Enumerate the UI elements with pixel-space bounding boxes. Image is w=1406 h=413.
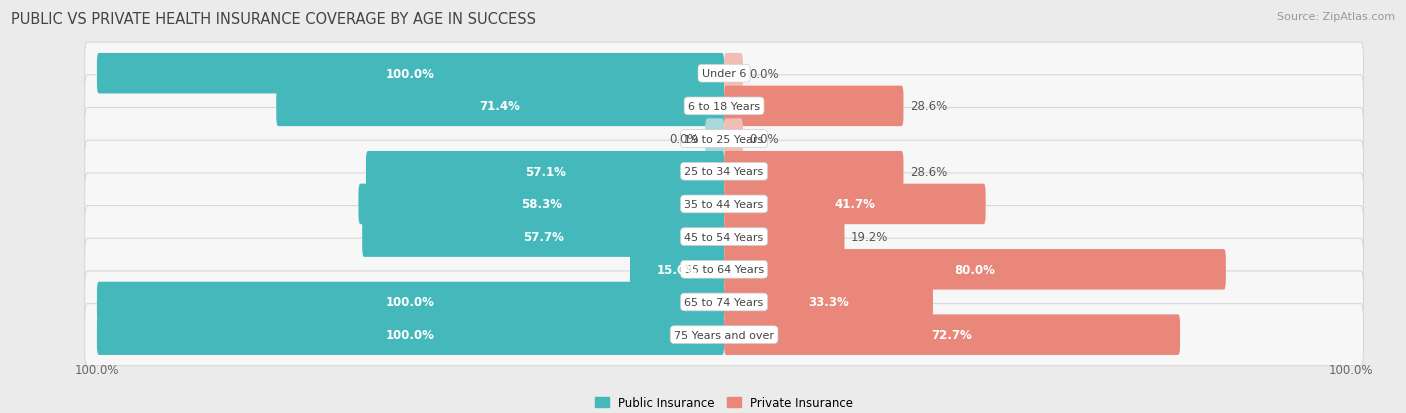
Text: 15.0%: 15.0% — [657, 263, 697, 276]
FancyBboxPatch shape — [366, 152, 724, 192]
Text: Under 6: Under 6 — [702, 69, 747, 79]
Text: 41.7%: 41.7% — [834, 198, 876, 211]
FancyBboxPatch shape — [724, 54, 742, 94]
Text: 19 to 25 Years: 19 to 25 Years — [685, 134, 763, 144]
FancyBboxPatch shape — [724, 152, 904, 192]
FancyBboxPatch shape — [724, 315, 1180, 355]
FancyBboxPatch shape — [84, 108, 1364, 170]
Text: 71.4%: 71.4% — [479, 100, 520, 113]
Text: 6 to 18 Years: 6 to 18 Years — [688, 102, 761, 112]
Text: 33.3%: 33.3% — [808, 296, 849, 309]
FancyBboxPatch shape — [630, 249, 724, 290]
Text: 0.0%: 0.0% — [749, 133, 779, 146]
Text: 25 to 34 Years: 25 to 34 Years — [685, 167, 763, 177]
Text: 0.0%: 0.0% — [749, 68, 779, 81]
Text: 19.2%: 19.2% — [851, 230, 889, 244]
FancyBboxPatch shape — [724, 217, 845, 257]
FancyBboxPatch shape — [84, 141, 1364, 203]
FancyBboxPatch shape — [84, 239, 1364, 301]
Text: PUBLIC VS PRIVATE HEALTH INSURANCE COVERAGE BY AGE IN SUCCESS: PUBLIC VS PRIVATE HEALTH INSURANCE COVER… — [11, 12, 536, 27]
Text: 28.6%: 28.6% — [910, 165, 948, 178]
Text: 100.0%: 100.0% — [387, 68, 434, 81]
Text: 75 Years and over: 75 Years and over — [673, 330, 775, 340]
FancyBboxPatch shape — [84, 173, 1364, 235]
Legend: Public Insurance, Private Insurance: Public Insurance, Private Insurance — [595, 396, 853, 409]
FancyBboxPatch shape — [97, 282, 724, 323]
FancyBboxPatch shape — [276, 86, 724, 127]
Text: 0.0%: 0.0% — [669, 133, 699, 146]
FancyBboxPatch shape — [84, 43, 1364, 105]
FancyBboxPatch shape — [97, 315, 724, 355]
FancyBboxPatch shape — [706, 119, 724, 159]
Text: Source: ZipAtlas.com: Source: ZipAtlas.com — [1277, 12, 1395, 22]
FancyBboxPatch shape — [359, 184, 724, 225]
FancyBboxPatch shape — [724, 249, 1226, 290]
Text: 57.7%: 57.7% — [523, 230, 564, 244]
Text: 58.3%: 58.3% — [520, 198, 562, 211]
Text: 45 to 54 Years: 45 to 54 Years — [685, 232, 763, 242]
Text: 28.6%: 28.6% — [910, 100, 948, 113]
Text: 72.7%: 72.7% — [932, 328, 973, 341]
FancyBboxPatch shape — [84, 76, 1364, 138]
Text: 100.0%: 100.0% — [387, 328, 434, 341]
Text: 80.0%: 80.0% — [955, 263, 995, 276]
FancyBboxPatch shape — [84, 304, 1364, 366]
FancyBboxPatch shape — [724, 184, 986, 225]
FancyBboxPatch shape — [363, 217, 724, 257]
Text: 35 to 44 Years: 35 to 44 Years — [685, 199, 763, 209]
FancyBboxPatch shape — [724, 119, 742, 159]
Text: 55 to 64 Years: 55 to 64 Years — [685, 265, 763, 275]
Text: 57.1%: 57.1% — [524, 165, 565, 178]
FancyBboxPatch shape — [724, 282, 934, 323]
Text: 65 to 74 Years: 65 to 74 Years — [685, 297, 763, 307]
FancyBboxPatch shape — [84, 271, 1364, 333]
Text: 100.0%: 100.0% — [387, 296, 434, 309]
FancyBboxPatch shape — [84, 206, 1364, 268]
FancyBboxPatch shape — [97, 54, 724, 94]
FancyBboxPatch shape — [724, 86, 904, 127]
